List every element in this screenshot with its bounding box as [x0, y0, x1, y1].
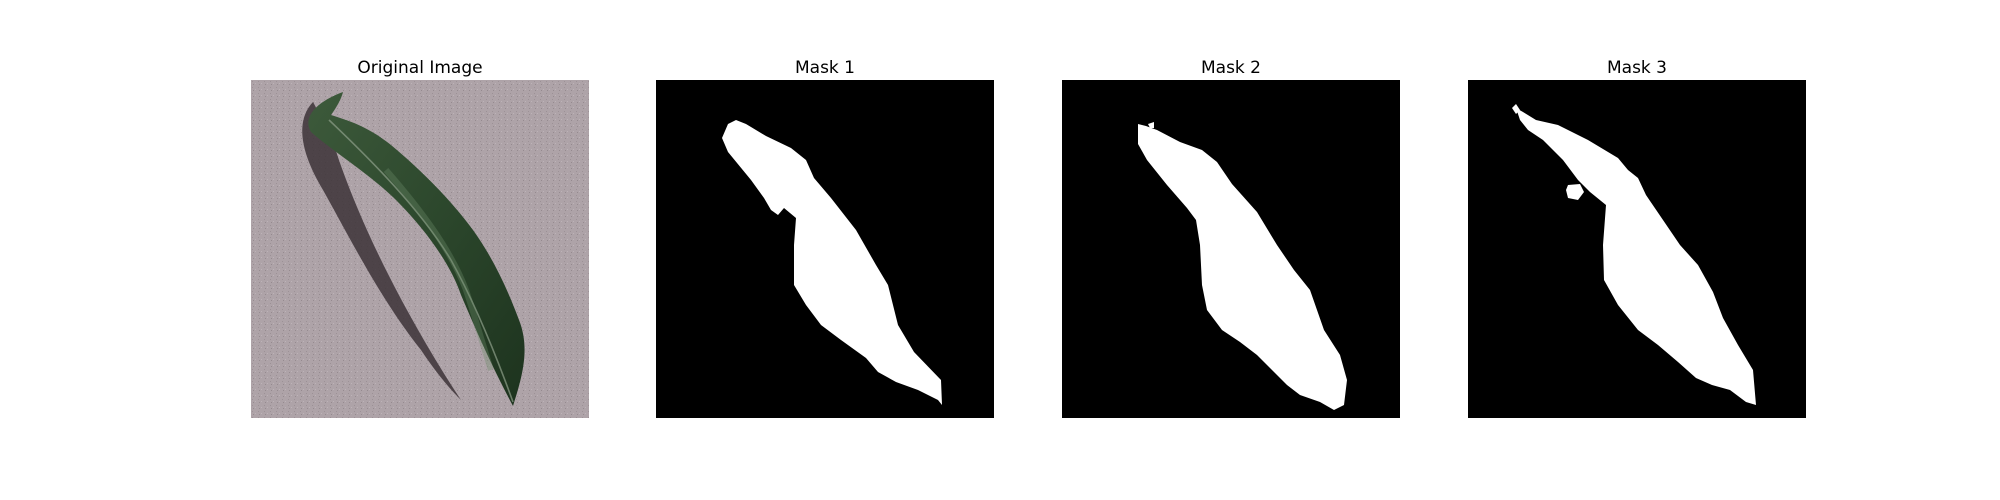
- leaf-photo-svg: [251, 80, 589, 418]
- mask-3-svg: [1468, 80, 1806, 418]
- mask-1-image: [656, 80, 994, 418]
- panel-title: Mask 2: [1200, 58, 1261, 78]
- panel-title: Original Image: [357, 58, 483, 78]
- photo-background: [251, 80, 589, 418]
- mask-fragment: [1566, 184, 1584, 200]
- mask-2-image: [1062, 80, 1400, 418]
- panel-original-image: Original Image: [251, 56, 589, 418]
- mask-region: [1138, 124, 1347, 410]
- panel-mask-1: Mask 1: [656, 56, 994, 418]
- panel-mask-2: Mask 2: [1062, 56, 1400, 418]
- leaf-blade: [308, 92, 525, 406]
- panel-mask-3: Mask 3: [1468, 56, 1806, 418]
- mask-region: [1516, 108, 1756, 405]
- panel-title: Mask 1: [794, 58, 855, 78]
- mask-3-image: [1468, 80, 1806, 418]
- mask-2-svg: [1062, 80, 1400, 418]
- leaf-highlight: [383, 168, 494, 371]
- leaf-shadow: [302, 102, 461, 400]
- original-leaf-photo: [251, 80, 589, 418]
- mask-speck: [1512, 104, 1520, 114]
- mask-1-svg: [656, 80, 994, 418]
- panel-title: Mask 3: [1606, 58, 1667, 78]
- mask-region: [722, 120, 942, 405]
- leaf-midrib: [328, 119, 514, 403]
- mask-speck: [1148, 122, 1154, 128]
